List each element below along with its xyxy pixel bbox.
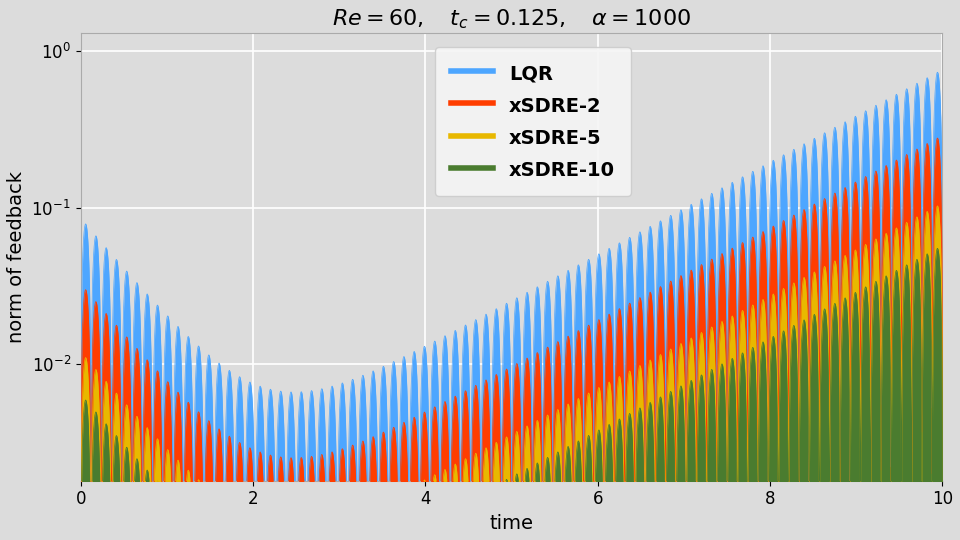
- xSDRE-2: [387, 427, 398, 434]
- LQR: [714, 205, 726, 211]
- LQR: [931, 69, 943, 76]
- xSDRE-5: [622, 375, 634, 381]
- xSDRE-10: [759, 362, 771, 369]
- Title: $Re = 60, \quad t_c = 0.125, \quad \alpha = 1000$: $Re = 60, \quad t_c = 0.125, \quad \alph…: [332, 7, 691, 31]
- xSDRE-10: [118, 471, 130, 477]
- Line: xSDRE-10: xSDRE-10: [81, 248, 943, 528]
- xSDRE-10: [622, 417, 634, 423]
- xSDRE-2: [118, 361, 130, 367]
- LQR: [585, 270, 596, 276]
- xSDRE-5: [387, 495, 398, 502]
- xSDRE-10: [585, 446, 596, 453]
- LQR: [622, 241, 634, 247]
- Line: xSDRE-2: xSDRE-2: [81, 138, 943, 528]
- xSDRE-10: [75, 525, 86, 531]
- xSDRE-2: [75, 525, 86, 531]
- xSDRE-10: [937, 525, 948, 531]
- xSDRE-5: [937, 525, 948, 531]
- xSDRE-5: [759, 320, 771, 326]
- xSDRE-10: [387, 525, 398, 531]
- X-axis label: time: time: [490, 514, 534, 533]
- LQR: [118, 295, 130, 301]
- xSDRE-10: [931, 245, 943, 252]
- xSDRE-2: [714, 271, 726, 277]
- LQR: [937, 525, 948, 531]
- xSDRE-2: [759, 252, 771, 259]
- Legend: LQR, xSDRE-2, xSDRE-5, xSDRE-10: LQR, xSDRE-2, xSDRE-5, xSDRE-10: [435, 48, 631, 195]
- LQR: [387, 361, 398, 368]
- xSDRE-5: [118, 429, 130, 435]
- Line: xSDRE-5: xSDRE-5: [81, 206, 943, 528]
- xSDRE-2: [622, 307, 634, 313]
- xSDRE-5: [714, 339, 726, 345]
- xSDRE-5: [75, 525, 86, 531]
- xSDRE-2: [937, 525, 948, 531]
- LQR: [75, 525, 86, 531]
- xSDRE-5: [585, 403, 596, 410]
- xSDRE-2: [585, 335, 596, 342]
- Y-axis label: norm of feedback: norm of feedback: [7, 171, 26, 343]
- LQR: [759, 186, 771, 193]
- xSDRE-2: [931, 135, 943, 141]
- xSDRE-10: [714, 381, 726, 387]
- Line: LQR: LQR: [81, 72, 943, 528]
- xSDRE-5: [931, 202, 943, 209]
